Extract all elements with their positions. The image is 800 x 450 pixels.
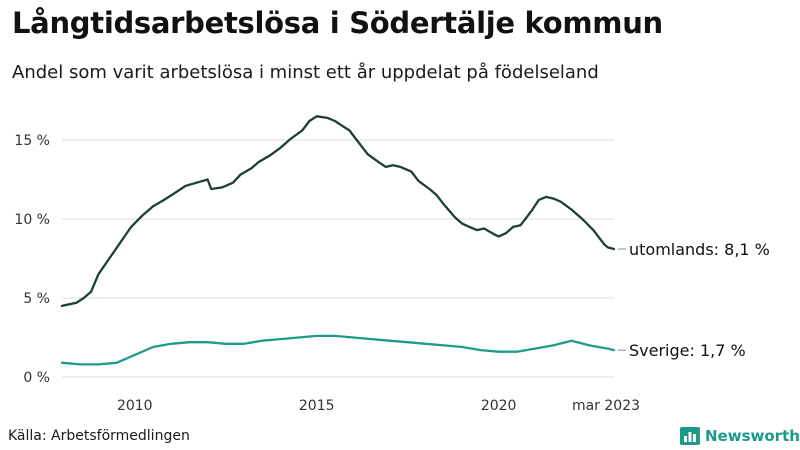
gridlines [62,139,614,378]
series-line-sverige [60,334,616,366]
y-tick-label: 5 % [23,291,50,307]
chart-title: Långtidsarbetslösa i Södertälje kommun [12,6,663,40]
end-label-utomlands: utomlands: 8,1 % [629,240,770,259]
end-label-sverige: Sverige: 1,7 % [629,341,746,360]
x-tick-label: 2010 [117,398,153,414]
line-chart: 0 % 5 % 10 % 15 % 2010 2015 2020 mar 2023 utom… [14,115,770,414]
brand-logo: Newsworthy [680,427,800,445]
y-axis-ticks: 0 % 5 % 10 % 15 % [14,133,50,386]
y-tick-label: 10 % [14,212,50,228]
x-tick-label: 2015 [299,398,335,414]
y-tick-label: 15 % [14,133,50,149]
y-tick-label: 0 % [23,370,50,386]
x-tick-label: mar 2023 [572,398,640,414]
chart-subtitle: Andel som varit arbetslösa i minst ett å… [12,62,599,83]
series-lines [60,115,616,366]
bar-chart-logo-icon [680,427,700,445]
x-tick-label: 2020 [481,398,517,414]
end-labels: utomlands: 8,1 % Sverige: 1,7 % [618,240,770,360]
brand-name: Newsworthy [705,427,800,445]
x-axis-ticks: 2010 2015 2020 mar 2023 [117,398,640,414]
source-note: Källa: Arbetsförmedlingen [8,428,190,444]
series-line-utomlands [60,115,616,308]
